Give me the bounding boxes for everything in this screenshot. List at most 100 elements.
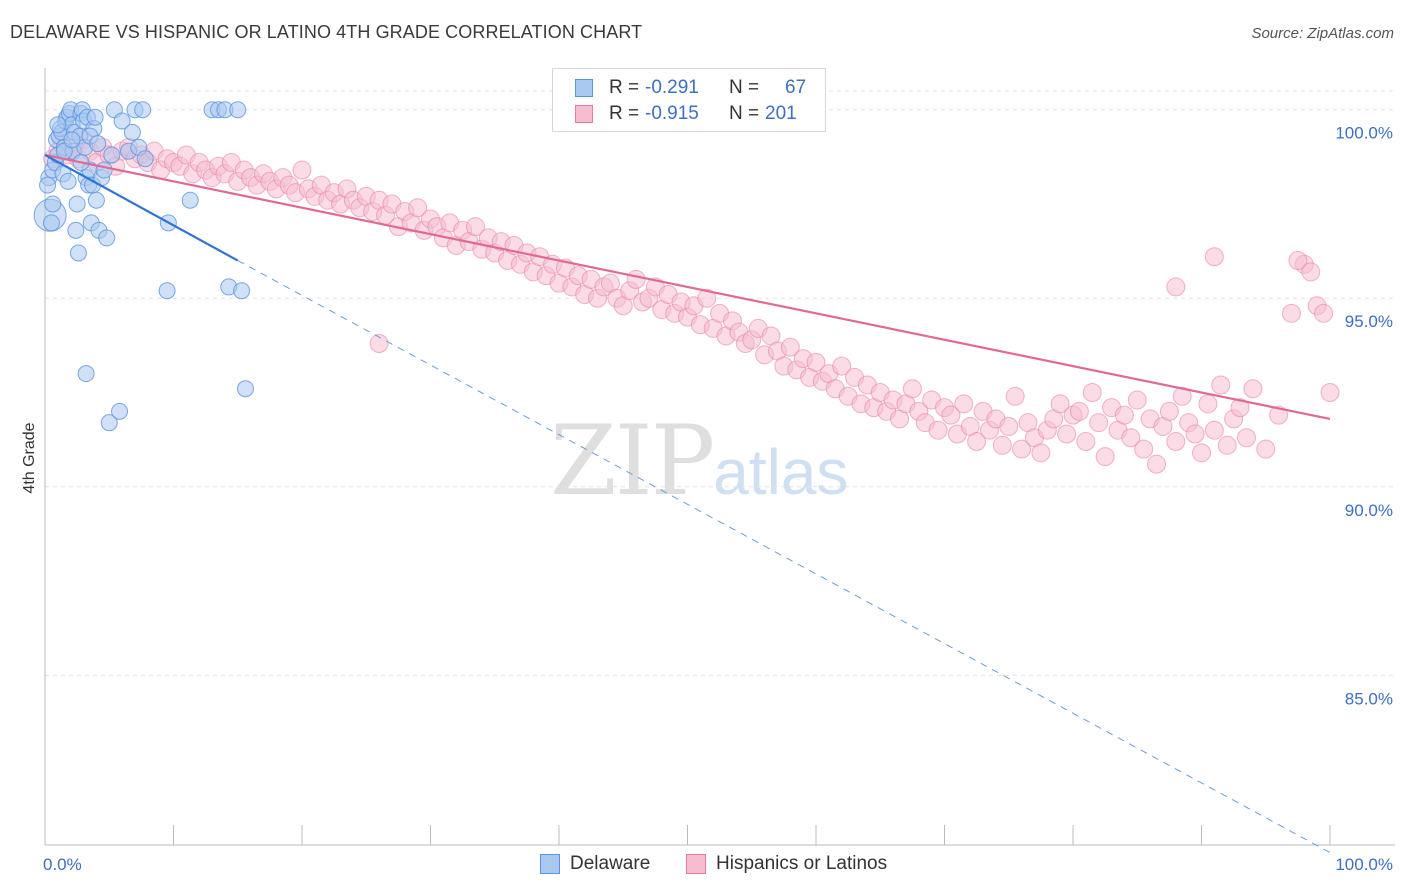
hispanic-point — [1121, 428, 1141, 448]
hispanic-point — [1301, 262, 1321, 282]
legend-swatch-hispanic — [575, 105, 593, 123]
hispanic-point — [1185, 424, 1205, 444]
hispanic-point — [1256, 439, 1276, 459]
legend-n-label: N = — [729, 103, 760, 124]
delaware-point — [181, 191, 199, 209]
bottom-legend-label-delaware: Delaware — [570, 853, 651, 874]
hispanic-point — [1230, 398, 1250, 418]
hispanic-point — [1031, 443, 1051, 463]
hispanic-point — [780, 337, 800, 357]
legend-swatch-delaware — [575, 79, 593, 97]
hispanic-point — [1281, 303, 1301, 323]
hispanic-point — [626, 269, 646, 289]
delaware-trend-line — [44, 153, 239, 262]
hispanic-point — [1069, 401, 1089, 421]
delaware-point — [77, 365, 95, 383]
hispanic-point — [999, 416, 1019, 436]
watermark: ZIPatlas — [550, 405, 848, 517]
watermark-zip: ZIP — [550, 405, 715, 517]
legend-n-value: 67 — [785, 77, 807, 98]
hispanic-point — [1166, 277, 1186, 297]
delaware-point — [44, 195, 62, 213]
axis-labels: 85.0% 90.0% 95.0% 100.0% 0.0% 100.0% 4th Grade — [21, 124, 1393, 874]
hispanic-point — [1192, 443, 1211, 463]
watermark-atlas: atlas — [713, 436, 849, 508]
hispanic-point — [1236, 428, 1256, 448]
delaware-point — [134, 101, 152, 119]
hispanic-point — [1114, 405, 1134, 425]
legend-n-label: N = — [729, 77, 760, 98]
trend-lines — [44, 153, 1331, 853]
legend-r-value: -0.915 — [645, 103, 699, 124]
delaware-point — [229, 101, 247, 119]
hispanic-point — [1204, 247, 1224, 267]
delaware-point — [68, 195, 86, 213]
delaware-point — [86, 108, 104, 126]
delaware-point — [59, 172, 77, 190]
hispanic-point — [1320, 383, 1340, 403]
hispanic-point — [1050, 394, 1070, 414]
hispanic-point — [1198, 394, 1218, 414]
delaware-point — [113, 112, 131, 130]
delaware-point — [103, 146, 121, 164]
delaware-point — [100, 414, 118, 432]
y-tick-label: 90.0% — [1345, 501, 1393, 520]
hispanic-point — [1134, 439, 1154, 459]
hispanic-point — [1269, 405, 1289, 425]
hispanic-point — [697, 288, 717, 308]
hispanic-point — [902, 379, 922, 399]
hispanic-point — [1288, 251, 1308, 271]
legend-r-label: R = — [609, 103, 640, 124]
hispanic-point — [967, 432, 987, 452]
source-label: Source: ZipAtlas.com — [1251, 25, 1394, 42]
delaware-point — [42, 214, 60, 232]
hispanic-point — [1089, 413, 1109, 433]
delaware-point — [233, 282, 251, 300]
hispanic-point — [1166, 432, 1186, 452]
hispanic-point — [1057, 424, 1077, 444]
delaware-point — [95, 161, 113, 179]
series-hispanic-points — [43, 130, 1340, 474]
hispanic-point — [832, 356, 852, 376]
hispanic-point — [1159, 401, 1179, 421]
delaware-point — [123, 123, 141, 141]
delaware-point — [63, 131, 81, 149]
hispanic-point — [992, 435, 1012, 455]
y-tick-label: 85.0% — [1345, 689, 1393, 708]
hispanic-point — [1012, 439, 1032, 459]
hispanic-point — [1204, 420, 1224, 440]
x-tick-label: 100.0% — [1335, 855, 1393, 874]
y-tick-label: 95.0% — [1345, 312, 1393, 331]
delaware-point — [49, 116, 67, 134]
legend-r-label: R = — [609, 77, 640, 98]
hispanic-point — [806, 352, 826, 372]
hispanic-point — [1127, 390, 1147, 410]
hispanic-point — [954, 394, 974, 414]
hispanic-point — [292, 160, 312, 180]
delaware-point — [67, 221, 85, 239]
hispanic-point — [1217, 435, 1237, 455]
hispanic-point — [408, 198, 428, 218]
hispanic-point — [1147, 454, 1167, 474]
y-axis-label: 4th Grade — [21, 422, 38, 493]
hispanic-point — [1082, 383, 1102, 403]
delaware-point — [87, 191, 105, 209]
bottom-legend-label-hispanic: Hispanics or Latinos — [716, 853, 888, 874]
hispanic-point — [1243, 379, 1263, 399]
delaware-point — [98, 229, 116, 247]
delaware-point — [111, 402, 129, 420]
hispanic-trend-line — [44, 153, 1331, 420]
series-delaware-points — [33, 101, 254, 432]
stats-legend: R = -0.291 N = 67 R = -0.915 N = 201 — [552, 68, 826, 132]
x-tick-label: 0.0% — [43, 855, 82, 874]
hispanic-point — [465, 217, 485, 237]
delaware-point — [89, 135, 107, 153]
delaware-point — [158, 282, 176, 300]
axes — [44, 68, 1395, 846]
hispanic-point — [1095, 447, 1115, 467]
y-tick-label: 100.0% — [1335, 124, 1393, 143]
hispanic-point — [1005, 386, 1025, 406]
delaware-point — [39, 176, 57, 194]
hispanic-point — [1211, 375, 1231, 395]
